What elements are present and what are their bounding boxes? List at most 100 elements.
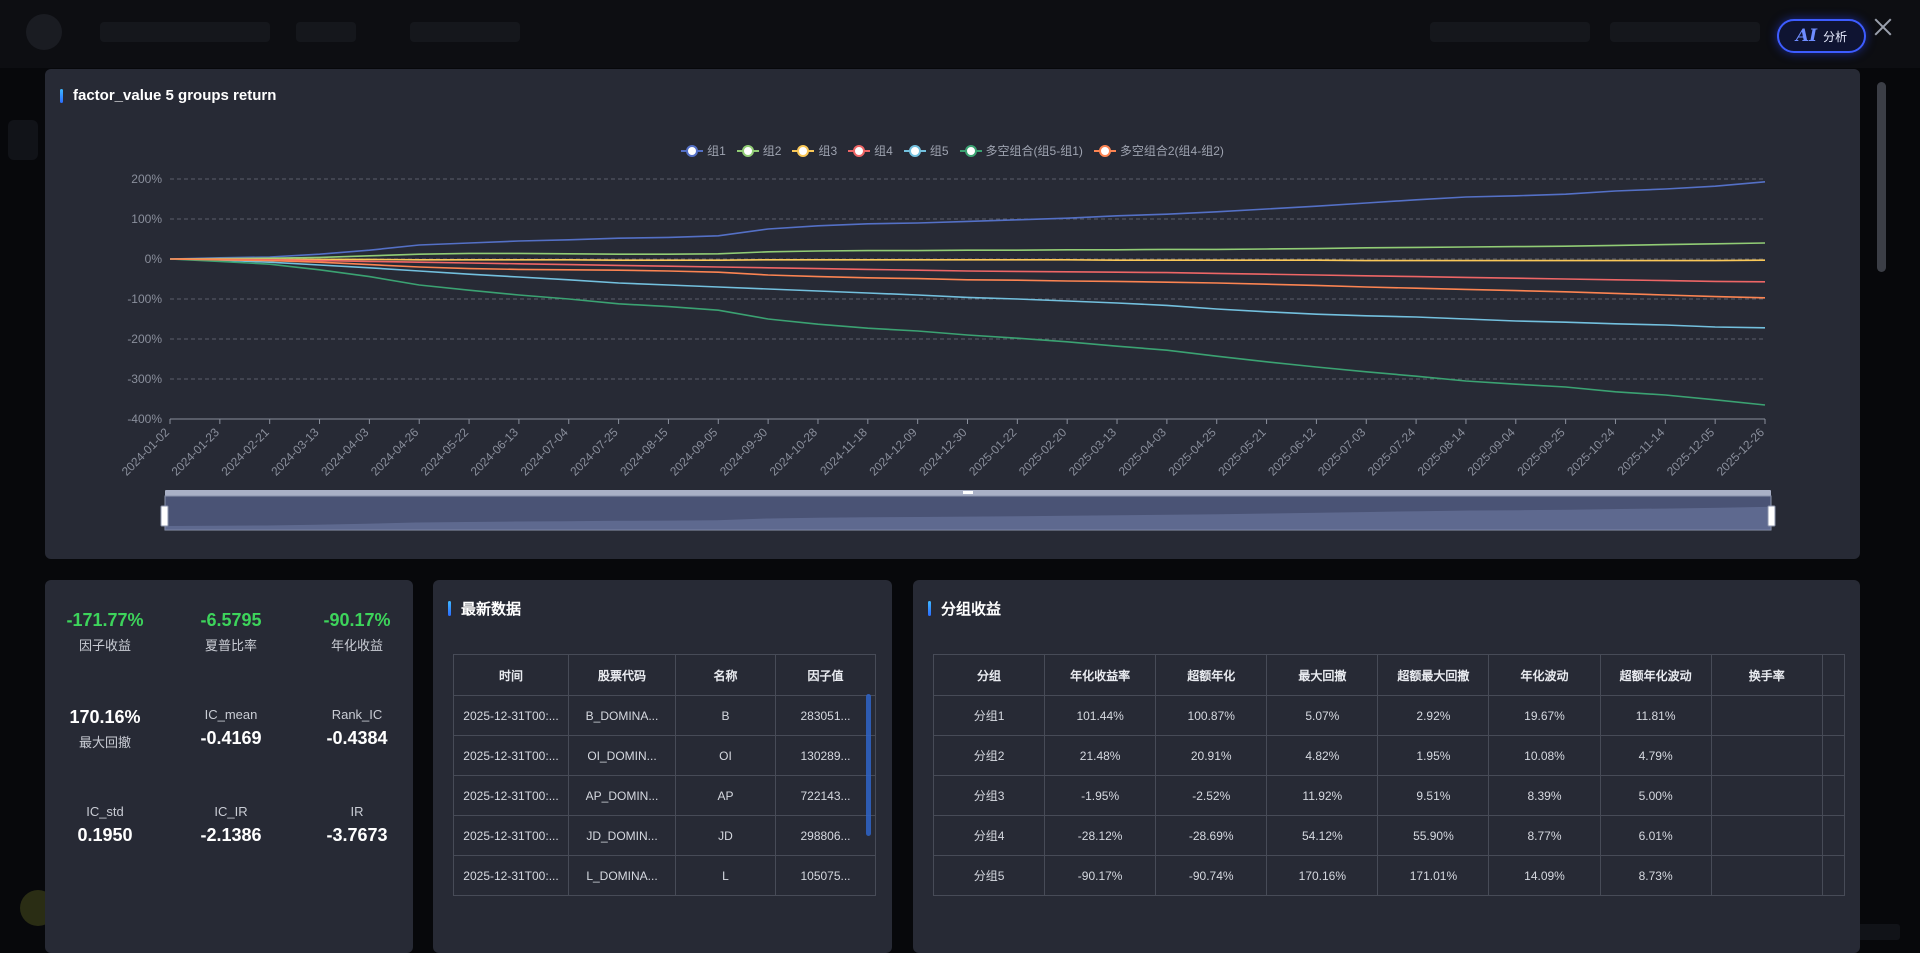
table-header[interactable]: 名称 (675, 654, 776, 696)
x-tick-label: 2025-11-14 (1615, 425, 1668, 478)
table-header[interactable]: 时间 (453, 654, 569, 696)
ai-analysis-button[interactable]: AI 分析 (1777, 19, 1866, 53)
series-line (170, 258, 1766, 262)
legend-label: 多空组合2(组4-组2) (1119, 144, 1224, 158)
table-header[interactable]: 年化波动 (1488, 654, 1601, 696)
stat-label: 因子收益 (78, 638, 131, 653)
latest-data-panel: 最新数据 时间 股票代码 名称 因子值 2025-12-31T00:... B_DOMI… (433, 580, 892, 953)
zoom-preview-area (165, 506, 1771, 530)
modal-scrollbar[interactable] (1877, 82, 1886, 272)
legend-item[interactable]: 组3 (792, 142, 837, 159)
background-logo (26, 14, 62, 50)
stat-value: -90.17% (323, 610, 391, 630)
stat-value: -2.1386 (200, 825, 262, 845)
table-header[interactable]: 超额年化 (1155, 654, 1268, 696)
x-tick-label: 2025-05-21 (1215, 425, 1269, 479)
stat-value: -3.7673 (326, 825, 388, 845)
y-tick-label: -100% (127, 292, 162, 306)
stat-ir: IR -3.7673 (302, 804, 412, 846)
x-tick-label: 2025-09-04 (1465, 425, 1519, 479)
table-cell: 4.79% (1599, 735, 1712, 776)
background-nav (1430, 22, 1590, 42)
table-header[interactable]: 因子值 (775, 654, 876, 696)
legend-item[interactable]: 组4 (848, 142, 893, 159)
stat-value: 0.1950 (77, 825, 133, 845)
stat-ic-std: IC_std 0.1950 (50, 804, 160, 846)
y-tick-label: -200% (127, 332, 162, 346)
table-cell: L (675, 855, 776, 896)
x-tick-label: 2025-04-03 (1116, 425, 1170, 479)
table-header[interactable]: 分组 (932, 654, 1046, 696)
table-cell: 2025-12-31T00:... (453, 815, 569, 856)
legend-item[interactable]: 多空组合(组5-组1) (959, 142, 1083, 159)
x-tick-label: 2024-03-13 (268, 425, 322, 479)
table-header[interactable]: 超额年化波动 (1599, 654, 1712, 696)
latest-table-scrollbar[interactable] (866, 694, 871, 836)
factor-stats-panel: -171.77% 因子收益 -6.5795 夏普比率 -90.17% 年化收益 … (45, 580, 413, 953)
x-tick-label: 2024-01-02 (119, 425, 173, 479)
table-row[interactable]: 分组5 -90.17% -90.74% 170.16% 171.01% 14.09% 8.7… (932, 855, 1846, 896)
background-nav (1610, 22, 1760, 42)
table-row[interactable]: 2025-12-31T00:... OI_DOMIN... OI 130289... (453, 735, 876, 776)
table-header[interactable]: 股票代码 (568, 654, 676, 696)
x-tick-label: 2025-07-03 (1315, 425, 1369, 479)
x-tick-label: 2025-04-25 (1166, 425, 1220, 479)
table-header[interactable] (1821, 654, 1846, 696)
table-header[interactable]: 换手率 (1710, 654, 1823, 696)
table-row[interactable]: 2025-12-31T00:... L_DOMINA... L 105075... (453, 855, 876, 896)
table-cell: -28.69% (1155, 815, 1268, 856)
legend-label: 组4 (874, 144, 893, 158)
legend-item[interactable]: 组2 (736, 142, 781, 159)
table-cell: 722143... (775, 775, 876, 816)
stat-ic-ir: IC_IR -2.1386 (176, 804, 286, 846)
close-icon[interactable] (1872, 16, 1894, 38)
title-accent (928, 601, 931, 616)
stat-label: 最大回撤 (78, 735, 131, 750)
table-row[interactable]: 分组3 -1.95% -2.52% 11.92% 9.51% 8.39% 5.00% (932, 775, 1846, 816)
table-cell: 8.77% (1488, 815, 1601, 856)
stat-label: 夏普比率 (204, 638, 257, 653)
zoom-right-handle[interactable] (1767, 505, 1776, 527)
legend-marker-icon (792, 144, 815, 157)
table-row[interactable]: 分组4 -28.12% -28.69% 54.12% 55.90% 8.77% 6.01% (932, 815, 1846, 856)
table-row[interactable]: 2025-12-31T00:... AP_DOMIN... AP 722143... (453, 775, 876, 816)
table-cell: 分组5 (932, 855, 1046, 896)
x-tick-label: 2024-08-15 (617, 425, 671, 479)
legend-item[interactable]: 组1 (681, 142, 726, 159)
table-cell: 19.67% (1488, 695, 1601, 736)
table-cell: 20.91% (1155, 735, 1268, 776)
table-cell: JD (675, 815, 776, 856)
table-cell: 8.39% (1488, 775, 1601, 816)
legend-item[interactable]: 多空组合2(组4-组2) (1093, 142, 1224, 159)
zoom-left-handle[interactable] (160, 505, 169, 527)
chart-title-text: factor_value 5 groups return (73, 87, 277, 104)
table-row[interactable]: 2025-12-31T00:... JD_DOMIN... JD 298806... (453, 815, 876, 856)
table-cell: 10.08% (1488, 735, 1601, 776)
table-header[interactable]: 最大回撤 (1266, 654, 1379, 696)
table-cell: OI_DOMIN... (568, 735, 676, 776)
table-row[interactable]: 2025-12-31T00:... B_DOMINA... B 283051... (453, 695, 876, 736)
table-cell (1710, 775, 1823, 816)
legend-marker-icon (848, 144, 871, 157)
table-cell: AP_DOMIN... (568, 775, 676, 816)
table-cell: 分组4 (932, 815, 1046, 856)
legend-label: 组3 (818, 144, 838, 158)
table-cell: 4.82% (1266, 735, 1379, 776)
legend-item[interactable]: 组5 (903, 142, 949, 159)
x-tick-label: 2024-09-05 (667, 425, 721, 479)
table-row[interactable]: 分组2 21.48% 20.91% 4.82% 1.95% 10.08% 4.79% (932, 735, 1846, 776)
x-tick-label: 2024-09-30 (717, 425, 771, 479)
table-header[interactable]: 年化收益率 (1044, 654, 1157, 696)
stat-annual-return: -90.17% 年化收益 (302, 610, 412, 654)
table-cell: 14.09% (1488, 855, 1601, 896)
table-cell: 283051... (775, 695, 876, 736)
x-tick-label: 2024-12-09 (866, 425, 920, 479)
table-cell: 298806... (775, 815, 876, 856)
table-header[interactable]: 超额最大回撤 (1377, 654, 1490, 696)
table-cell: 100.87% (1155, 695, 1268, 736)
title-accent (60, 88, 63, 103)
table-cell: 21.48% (1044, 735, 1157, 776)
table-cell: 55.90% (1377, 815, 1490, 856)
table-cell: B (675, 695, 776, 736)
table-row[interactable]: 分组1 101.44% 100.87% 5.07% 2.92% 19.67% 11.81% (932, 695, 1846, 736)
